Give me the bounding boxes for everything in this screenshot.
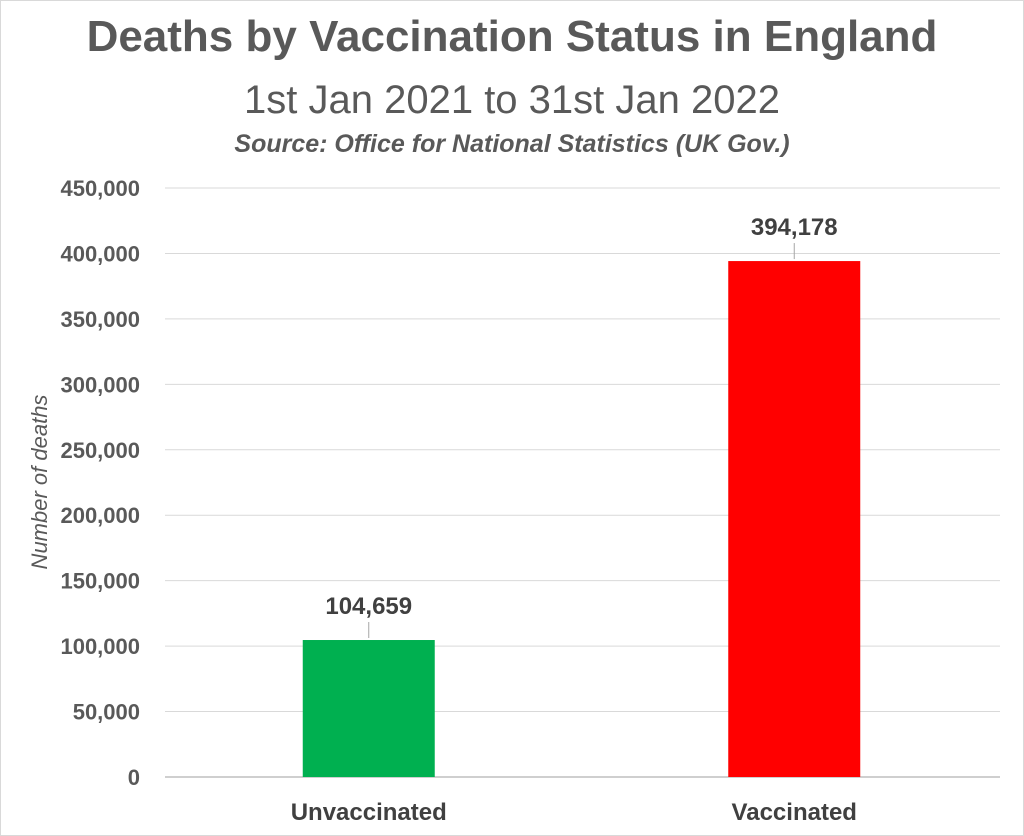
bar	[728, 261, 861, 777]
y-tick-label: 0	[128, 765, 140, 790]
y-tick-label: 250,000	[60, 438, 140, 463]
y-tick-label: 300,000	[60, 372, 140, 397]
y-tick-label: 200,000	[60, 503, 140, 528]
bar	[302, 640, 435, 777]
y-tick-label: 50,000	[73, 700, 140, 725]
x-tick-label: Unvaccinated	[291, 799, 447, 826]
y-tick-label: 100,000	[60, 634, 140, 659]
y-tick-label: 350,000	[60, 307, 140, 332]
y-tick-label: 400,000	[60, 241, 140, 266]
data-label: 104,659	[325, 593, 412, 620]
chart-subtitle: 1st Jan 2021 to 31st Jan 2022	[244, 78, 780, 122]
y-tick-label: 450,000	[60, 176, 140, 201]
chart-source: Source: Office for National Statistics (…	[234, 130, 790, 158]
data-label: 394,178	[751, 214, 838, 241]
chart-title: Deaths by Vaccination Status in England	[86, 12, 938, 61]
x-tick-label: Vaccinated	[732, 799, 857, 826]
y-tick-label: 150,000	[60, 569, 140, 594]
